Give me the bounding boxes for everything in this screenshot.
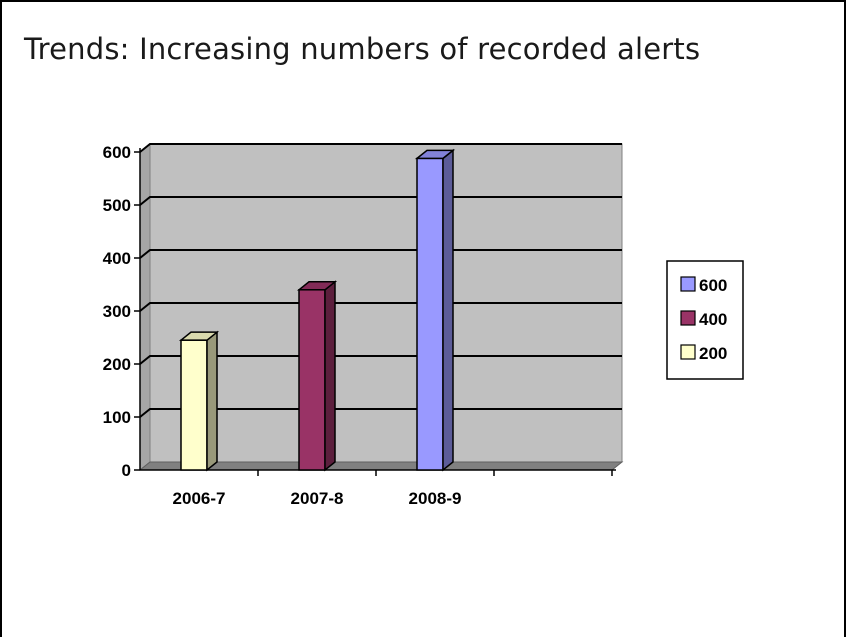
legend-label: 600 xyxy=(699,276,727,295)
bar-2006-7 xyxy=(178,330,220,472)
gridline xyxy=(139,249,622,259)
x-tick-label: 2008-9 xyxy=(409,489,462,508)
legend-entry: 400 xyxy=(680,310,727,329)
gridline xyxy=(139,408,622,418)
bar-side xyxy=(206,330,218,472)
legend-label: 200 xyxy=(699,344,727,363)
bar-2008-9 xyxy=(414,148,456,472)
gridline xyxy=(139,143,622,153)
legend-label: 400 xyxy=(699,310,727,329)
bar-front xyxy=(298,289,326,471)
legend-box xyxy=(666,260,744,380)
legend-entry: 600 xyxy=(680,276,727,295)
bar-side xyxy=(442,148,454,472)
y-tick-label: 300 xyxy=(103,302,131,321)
bar-front xyxy=(416,157,444,471)
gridline xyxy=(139,196,622,206)
y-tick-label: 500 xyxy=(103,196,131,215)
bar-front xyxy=(180,339,208,471)
x-tick-label: 2007-8 xyxy=(291,489,344,508)
bar-side xyxy=(324,280,336,472)
x-axis-ticks: 2006-7 2007-8 2008-9 xyxy=(173,470,613,508)
bar-top xyxy=(178,331,220,341)
y-tick-label: 200 xyxy=(103,355,131,374)
y-tick-label: 0 xyxy=(122,461,131,480)
gridline xyxy=(139,355,622,365)
legend-swatch xyxy=(680,276,696,292)
gridlines xyxy=(139,143,622,418)
y-axis-ticks: 0 100 200 300 400 500 600 xyxy=(103,143,140,480)
bar-top xyxy=(414,149,456,160)
y-tick-label: 400 xyxy=(103,249,131,268)
legend-swatch xyxy=(680,310,696,326)
bar-2007-8 xyxy=(296,280,338,472)
legend: 600 400 200 xyxy=(666,260,744,380)
bars xyxy=(178,148,456,472)
gridline xyxy=(139,302,622,312)
slide-title: Trends: Increasing numbers of recorded a… xyxy=(24,32,701,66)
bar-top xyxy=(296,281,338,291)
y-tick-label: 100 xyxy=(103,408,131,427)
legend-swatch xyxy=(680,344,696,360)
x-tick-label: 2006-7 xyxy=(173,489,226,508)
y-tick-label: 600 xyxy=(103,143,131,162)
legend-entry: 200 xyxy=(680,344,727,363)
